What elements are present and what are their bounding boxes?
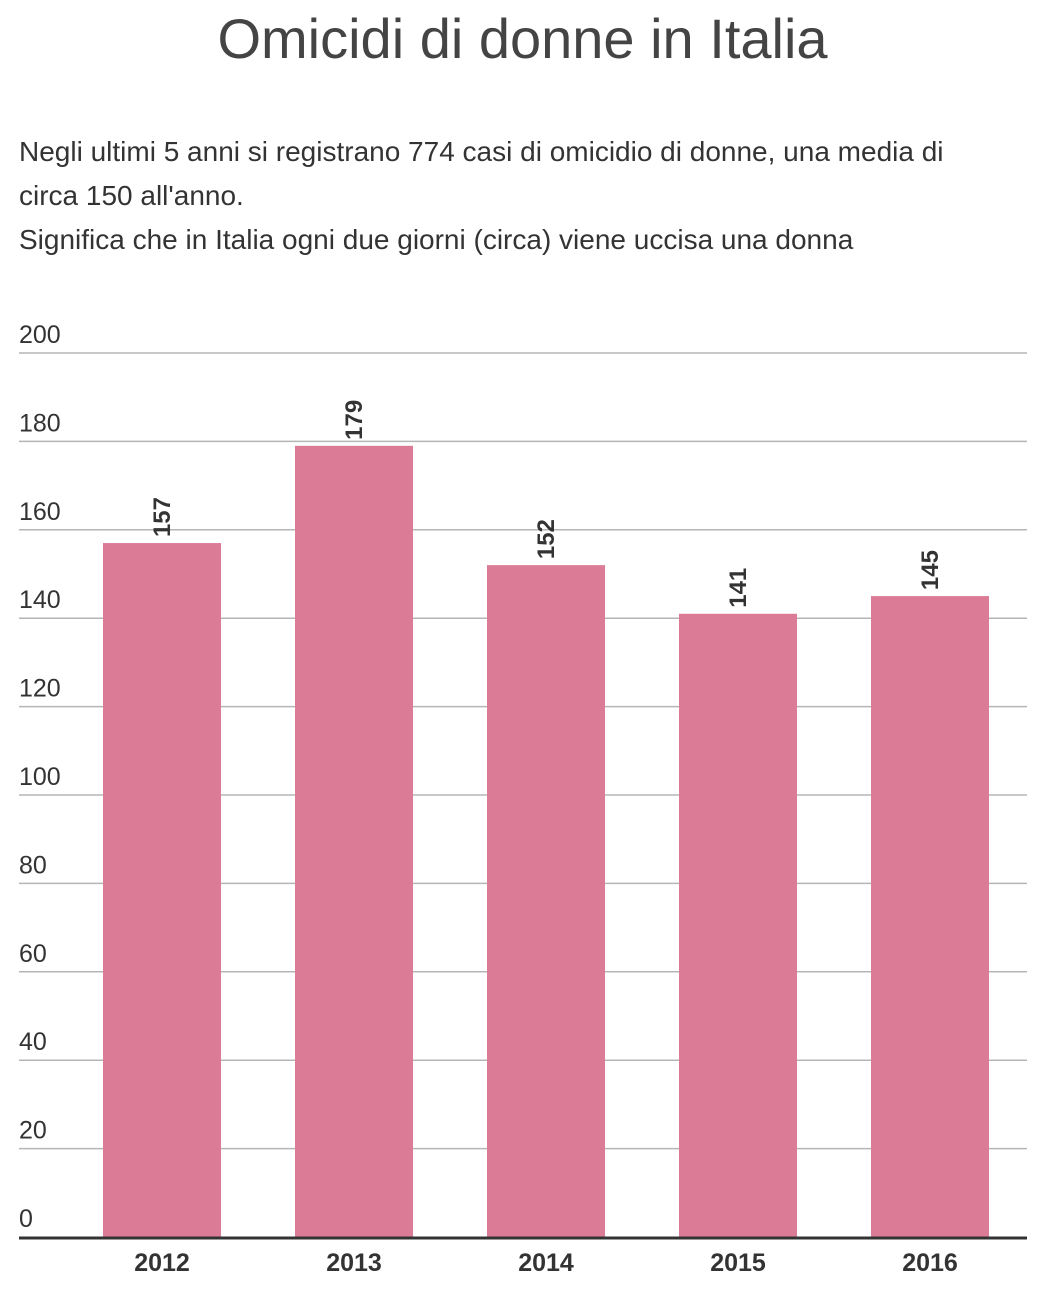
y-tick-label: 200 [19,321,61,349]
subtitle-line: circa 150 all'anno. [19,180,244,211]
x-tick-label-2013: 2013 [326,1249,382,1277]
bar-2012 [103,543,221,1237]
bar-2015 [679,613,797,1237]
y-tick-label: 100 [19,763,61,791]
x-tick-label-2014: 2014 [518,1249,574,1277]
x-axis-ticks: 2012 2013 2014 2015 2016 [134,1249,958,1277]
x-tick-label-2016: 2016 [902,1249,958,1277]
y-tick-label: 180 [19,409,61,437]
x-tick-label-2015: 2015 [710,1249,766,1277]
chart-title: Omicidi di donne in Italia [217,7,828,70]
y-tick-label: 160 [19,498,61,526]
chart-subtitle: Negli ultimi 5 anni si registrano 774 ca… [19,130,1034,262]
y-tick-label: 80 [19,851,47,879]
y-tick-label: 40 [19,1028,47,1056]
y-axis-ticks: 0 20 40 60 80 100 120 140 160 180 200 [19,321,61,1233]
data-labels: 157 179 152 141 145 [149,400,944,608]
bar-2016 [871,596,989,1237]
subtitle-line: Negli ultimi 5 anni si registrano 774 ca… [19,136,944,167]
x-tick-label-2012: 2012 [134,1249,190,1277]
data-label-2012: 157 [149,497,176,537]
data-label-2014: 152 [533,519,560,559]
y-tick-label: 140 [19,586,61,614]
data-label-2013: 179 [341,400,368,440]
subtitle-line: Significa che in Italia ogni due giorni … [19,224,854,255]
y-tick-label: 60 [19,940,47,968]
y-tick-label: 20 [19,1117,47,1145]
y-tick-label: 0 [19,1205,33,1233]
bar-2014 [487,565,605,1237]
data-label-2016: 145 [917,550,944,590]
bar-2013 [295,445,413,1237]
data-label-2015: 141 [725,568,752,608]
bars [103,445,989,1237]
y-tick-label: 120 [19,675,61,703]
